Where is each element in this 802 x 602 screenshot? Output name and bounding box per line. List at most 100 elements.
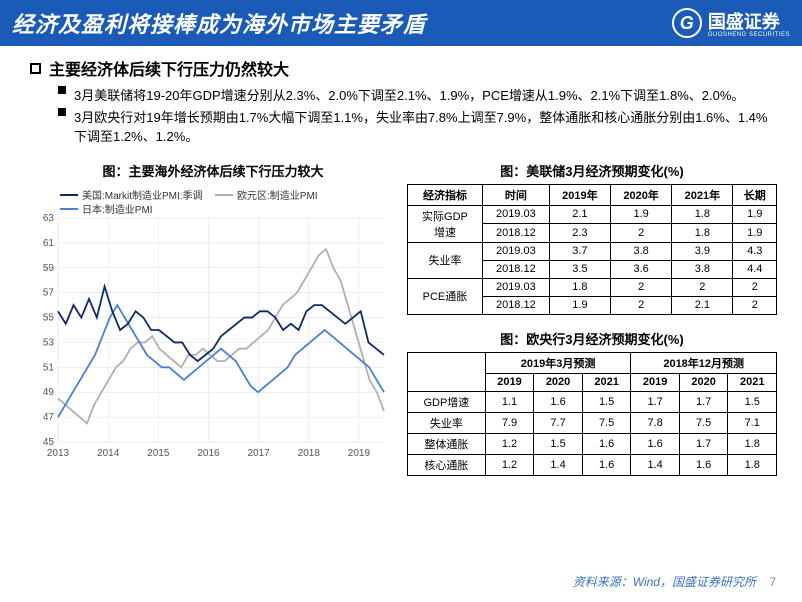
table-cell: 2 [611, 296, 672, 314]
left-column: 图：主要海外经济体后续下行压力较大 4547495153555759616320… [30, 155, 396, 476]
table-cell: 4.3 [733, 242, 777, 260]
table-header: 长期 [733, 184, 777, 205]
table-cell: 7.9 [485, 412, 534, 433]
svg-text:45: 45 [43, 437, 55, 448]
page-title: 经济及盈利将接棒成为海外市场主要矛盾 [12, 7, 426, 39]
main-columns: 图：主要海外经济体后续下行压力较大 4547495153555759616320… [30, 155, 780, 476]
table-cell: 1.2 [485, 433, 534, 454]
source-text: 资料来源：Wind，国盛证券研究所 [573, 575, 756, 589]
logo: G 国盛证券 GUOSHENG SECURITIES [672, 8, 790, 38]
table-cell: 1.6 [679, 454, 728, 475]
table-cell: 1.8 [672, 205, 733, 224]
table-cell: 3.6 [611, 260, 672, 278]
square-bullet-icon [30, 63, 41, 74]
row-header: 实际GDP增速 [408, 205, 483, 242]
table-subheader: 2019 [631, 373, 680, 391]
row-header: PCE通胀 [408, 278, 483, 314]
line-chart: 4547495153555759616320132014201520162017… [30, 184, 390, 464]
svg-text:美国:Markit制造业PMI:季调: 美国:Markit制造业PMI:季调 [82, 189, 203, 202]
table1-title: 图：美联储3月经济预期变化(%) [404, 161, 780, 180]
table-header: 经济指标 [408, 184, 483, 205]
svg-text:2013: 2013 [47, 448, 70, 459]
table-cell: 7.8 [631, 412, 680, 433]
filled-square-icon [58, 108, 66, 116]
table-cell: 2019.03 [482, 278, 549, 296]
table-cell: 1.7 [679, 433, 728, 454]
table-cell: 1.6 [631, 433, 680, 454]
table-cell: 1.5 [582, 391, 631, 412]
table-header: 2018年12月预测 [631, 352, 777, 373]
table-cell: 2018.12 [482, 224, 549, 243]
table-cell: 1.5 [534, 433, 583, 454]
table-cell: 1.9 [549, 296, 610, 314]
table-cell: 1.9 [733, 205, 777, 224]
svg-text:61: 61 [43, 237, 55, 248]
svg-text:55: 55 [43, 312, 55, 323]
svg-text:63: 63 [43, 213, 55, 224]
right-column: 图：美联储3月经济预期变化(%) 经济指标时间2019年2020年2021年长期… [404, 155, 780, 476]
svg-text:日本:制造业PMI: 日本:制造业PMI [82, 203, 153, 216]
table-cell: 3.8 [611, 242, 672, 260]
table-header: 时间 [482, 184, 549, 205]
page-number: 7 [769, 575, 776, 589]
table-header [408, 352, 486, 373]
row-header: 失业率 [408, 242, 483, 278]
svg-text:2017: 2017 [247, 448, 270, 459]
logo-sub: GUOSHENG SECURITIES [708, 32, 790, 38]
table-cell: 整体通胀 [408, 433, 486, 454]
table-cell: 2.3 [549, 224, 610, 243]
table-cell: 2019.03 [482, 242, 549, 260]
table-cell: GDP增速 [408, 391, 486, 412]
svg-text:49: 49 [43, 387, 55, 398]
table-cell: 1.9 [611, 205, 672, 224]
table-cell: 3.7 [549, 242, 610, 260]
table-cell: 2 [611, 224, 672, 243]
table-cell: 核心通胀 [408, 454, 486, 475]
table-cell: 1.8 [549, 278, 610, 296]
bullet-1: 3月美联储将19-20年GDP增速分别从2.3%、2.0%下调至2.1%、1.9… [30, 86, 780, 106]
table-cell: 2018.12 [482, 296, 549, 314]
table-cell: 7.5 [679, 412, 728, 433]
table-cell: 1.4 [631, 454, 680, 475]
table2-title: 图：欧央行3月经济预期变化(%) [404, 329, 780, 348]
svg-text:欧元区:制造业PMI: 欧元区:制造业PMI [237, 189, 318, 202]
svg-text:53: 53 [43, 337, 55, 348]
table-subheader: 2019 [485, 373, 534, 391]
svg-text:59: 59 [43, 262, 55, 273]
table-subheader: 2021 [582, 373, 631, 391]
table-cell: 1.8 [728, 454, 777, 475]
table-cell: 2 [733, 296, 777, 314]
table-header: 2019年 [549, 184, 610, 205]
header-bar: 经济及盈利将接棒成为海外市场主要矛盾 G 国盛证券 GUOSHENG SECUR… [0, 0, 802, 46]
table-cell: 7.7 [534, 412, 583, 433]
table-header: 2021年 [672, 184, 733, 205]
svg-text:57: 57 [43, 287, 55, 298]
table-cell: 2018.12 [482, 260, 549, 278]
bullet-text: 3月美联储将19-20年GDP增速分别从2.3%、2.0%下调至2.1%、1.9… [74, 86, 780, 106]
table-cell: 7.1 [728, 412, 777, 433]
svg-text:2015: 2015 [147, 448, 170, 459]
svg-text:2016: 2016 [197, 448, 220, 459]
chart-svg: 4547495153555759616320132014201520162017… [30, 184, 390, 464]
table-cell: 2 [611, 278, 672, 296]
table-cell: 1.2 [485, 454, 534, 475]
table-cell: 2 [672, 278, 733, 296]
table-cell: 3.8 [672, 260, 733, 278]
svg-text:2019: 2019 [348, 448, 371, 459]
bullet-text: 3月欧央行对19年增长预期由1.7%大幅下调至1.1%，失业率由7.8%上调至7… [74, 108, 780, 147]
table-cell: 1.8 [672, 224, 733, 243]
section-title-text: 主要经济体后续下行压力仍然较大 [49, 56, 289, 80]
table-subheader: 2020 [534, 373, 583, 391]
table-subheader: 2020 [679, 373, 728, 391]
filled-square-icon [58, 86, 66, 94]
table-cell: 1.9 [733, 224, 777, 243]
table-cell: 2 [733, 278, 777, 296]
table-subheader: 2021 [728, 373, 777, 391]
table-cell: 3.5 [549, 260, 610, 278]
table-cell: 1.4 [534, 454, 583, 475]
svg-text:51: 51 [43, 362, 55, 373]
table-cell: 1.7 [679, 391, 728, 412]
table-cell: 失业率 [408, 412, 486, 433]
table-header: 2020年 [611, 184, 672, 205]
svg-text:2018: 2018 [298, 448, 321, 459]
